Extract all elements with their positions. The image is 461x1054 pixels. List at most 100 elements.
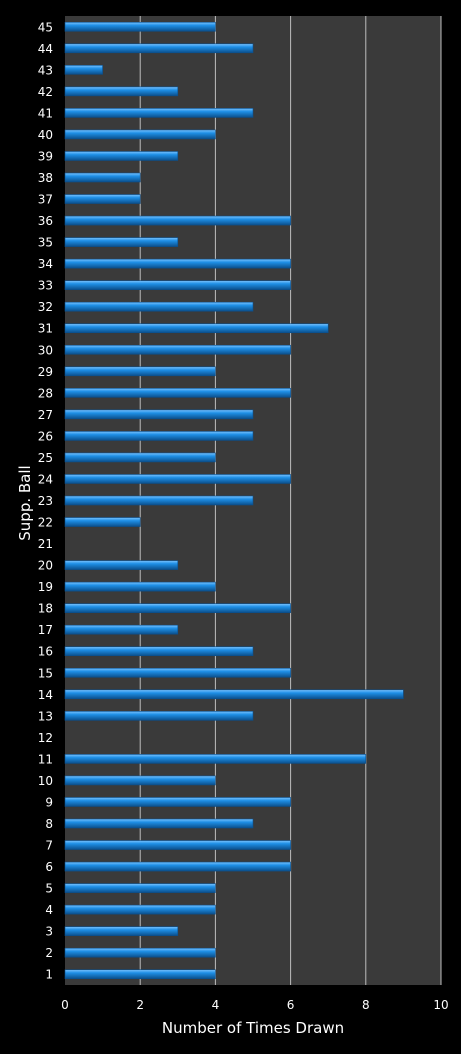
y-tick-label: 30 — [38, 343, 53, 357]
y-tick-label: 7 — [45, 839, 53, 853]
bar — [64, 258, 291, 269]
bar — [64, 280, 291, 290]
y-tick-label: 42 — [38, 85, 53, 99]
y-tick-label: 11 — [38, 752, 53, 766]
bar — [64, 388, 291, 398]
bar — [64, 108, 254, 118]
bar — [64, 861, 291, 872]
bar — [64, 21, 216, 32]
x-tick-label: 0 — [61, 998, 69, 1012]
x-tick-label: 8 — [362, 998, 370, 1012]
y-tick-label: 45 — [38, 20, 53, 34]
y-tick-label: 36 — [38, 214, 53, 228]
bar — [64, 86, 179, 97]
bar — [64, 323, 329, 334]
y-tick-label: 19 — [38, 580, 53, 594]
y-tick-label: 13 — [38, 709, 53, 723]
y-tick-label: 37 — [38, 193, 53, 207]
bar — [64, 65, 103, 75]
bar — [64, 215, 291, 226]
y-tick-label: 25 — [38, 451, 53, 465]
y-tick-labels: 1234567891011121314151617181920212223242… — [38, 20, 53, 981]
y-tick-label: 17 — [38, 623, 53, 637]
y-axis-title: Supp. Ball — [16, 465, 34, 540]
bar — [64, 409, 254, 420]
y-tick-label: 34 — [38, 257, 53, 271]
bar — [64, 646, 254, 657]
bar — [64, 947, 216, 958]
bar — [64, 452, 216, 463]
y-tick-label: 39 — [38, 149, 53, 163]
y-tick-label: 35 — [38, 236, 53, 250]
bar — [64, 560, 179, 570]
y-tick-label: 33 — [38, 279, 53, 293]
x-tick-label: 6 — [287, 998, 295, 1012]
y-tick-label: 29 — [38, 365, 53, 379]
bar — [64, 151, 179, 161]
y-tick-label: 32 — [38, 300, 53, 314]
y-tick-label: 1 — [45, 968, 53, 982]
x-tick-label: 10 — [433, 998, 448, 1012]
bar — [64, 883, 216, 893]
bar — [64, 754, 367, 764]
bar — [64, 129, 216, 140]
y-tick-label: 5 — [45, 882, 53, 896]
bar — [64, 603, 291, 613]
bar — [64, 517, 141, 527]
y-tick-label: 22 — [38, 516, 53, 530]
y-tick-label: 18 — [38, 602, 53, 616]
bar — [64, 474, 291, 484]
y-tick-label: 16 — [38, 645, 53, 659]
y-tick-label: 3 — [45, 925, 53, 939]
y-tick-label: 2 — [45, 946, 53, 960]
y-tick-label: 26 — [38, 429, 53, 443]
y-tick-label: 27 — [38, 408, 53, 422]
y-tick-label: 21 — [38, 537, 53, 551]
y-tick-label: 12 — [38, 731, 53, 745]
y-tick-label: 24 — [38, 472, 53, 486]
y-tick-label: 28 — [38, 386, 53, 400]
bar — [64, 775, 216, 786]
bar — [64, 43, 254, 54]
bar — [64, 237, 179, 247]
y-tick-label: 41 — [38, 106, 53, 120]
x-tick-labels: 0 2 4 6 8 10 — [61, 998, 448, 1012]
bar — [64, 172, 141, 183]
bar — [64, 926, 179, 936]
bar — [64, 711, 254, 721]
x-tick-label: 4 — [212, 998, 220, 1012]
y-tick-label: 6 — [45, 860, 53, 874]
bar — [64, 301, 254, 312]
bar — [64, 689, 404, 700]
y-tick-label: 31 — [38, 322, 53, 336]
y-tick-label: 10 — [38, 774, 53, 788]
y-tick-label: 15 — [38, 666, 53, 680]
bar — [64, 194, 141, 204]
y-tick-label: 44 — [38, 42, 53, 56]
x-axis-title: Number of Times Drawn — [162, 1019, 344, 1037]
bar — [64, 431, 254, 441]
bar — [64, 904, 216, 915]
bar — [64, 495, 254, 506]
y-tick-label: 23 — [38, 494, 53, 508]
bar — [64, 667, 291, 678]
bar — [64, 366, 216, 377]
bar — [64, 624, 179, 635]
y-tick-label: 4 — [45, 903, 53, 917]
bar — [64, 818, 254, 829]
y-tick-label: 9 — [45, 795, 53, 809]
bar — [64, 797, 291, 807]
bars — [64, 21, 404, 980]
y-tick-label: 38 — [38, 171, 53, 185]
bar — [64, 840, 291, 850]
y-tick-label: 43 — [38, 63, 53, 77]
bar — [64, 969, 216, 980]
bar — [64, 581, 216, 592]
y-tick-label: 8 — [45, 817, 53, 831]
y-tick-label: 14 — [38, 688, 53, 702]
y-tick-label: 40 — [38, 128, 53, 142]
bar — [64, 344, 291, 355]
y-tick-label: 20 — [38, 559, 53, 573]
